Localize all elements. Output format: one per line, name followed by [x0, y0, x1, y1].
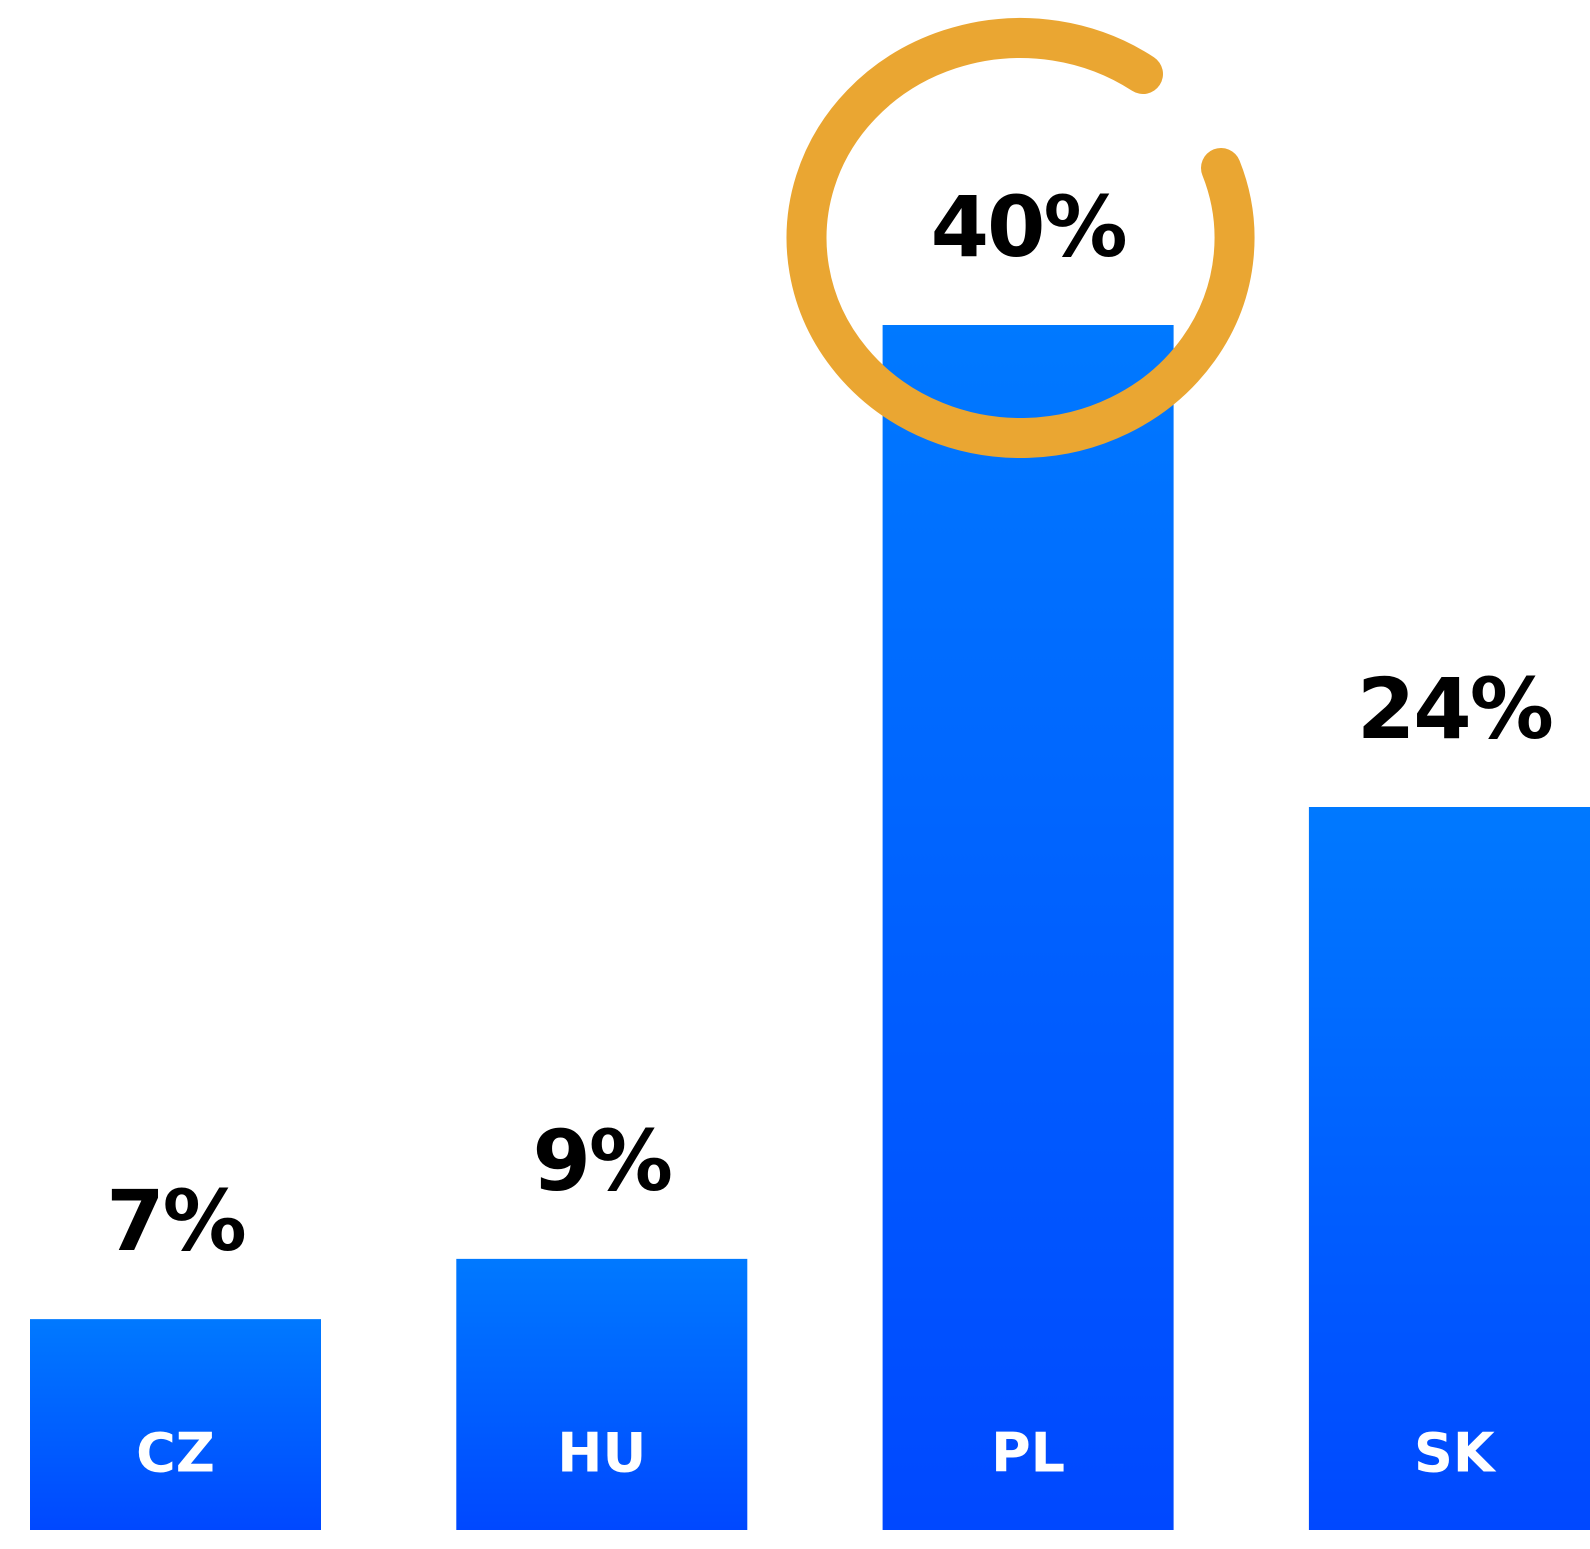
value-label: 7%	[106, 1172, 245, 1270]
category-label: HU	[557, 1422, 646, 1485]
bar	[456, 1258, 748, 1530]
bars	[30, 325, 1590, 1530]
bar	[882, 325, 1174, 1530]
bar	[1308, 807, 1590, 1530]
value-label: 9%	[532, 1112, 671, 1210]
category-label: PL	[991, 1422, 1065, 1485]
value-label: 24%	[1357, 660, 1552, 758]
category-label: CZ	[136, 1422, 215, 1485]
highlight-circle	[786, 18, 1255, 459]
category-label: SK	[1414, 1422, 1497, 1485]
value-label: 40%	[931, 178, 1126, 276]
bar	[30, 1319, 321, 1530]
labels: CZ 7% HU 9% PL 40% SK 24%	[106, 178, 1554, 1485]
